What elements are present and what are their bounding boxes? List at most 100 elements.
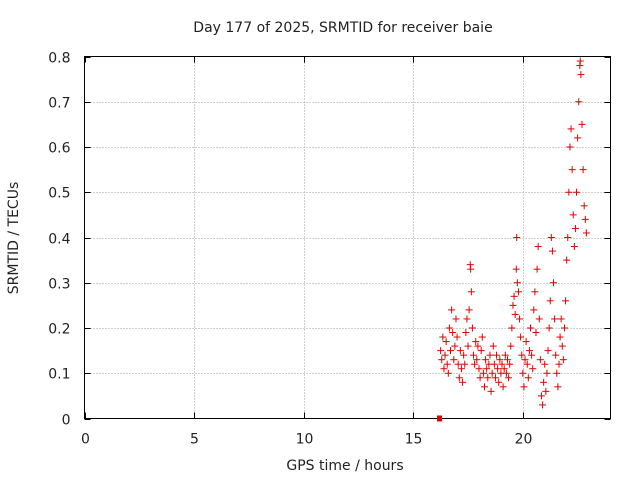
axis-ticks [84,56,611,420]
data-point [531,288,539,296]
data-point [557,315,565,323]
y-axis-label: SRMTID / TECUs [6,182,22,295]
data-point [521,356,529,364]
data-point [505,374,513,382]
data-point [502,369,510,377]
data-point [522,338,530,346]
data-point [448,306,456,314]
data-point [552,351,560,359]
data-point [473,356,481,364]
data-point [477,347,485,355]
data-point [563,256,571,264]
data-point [547,234,555,241]
data-point [574,134,582,142]
data-point [506,360,514,368]
data-point [535,315,543,323]
grid-lines [84,56,611,419]
data-point [578,120,586,128]
y-tick-label: 0.1 [48,367,70,383]
data-point [518,351,526,359]
data-point [530,306,538,314]
data-point [471,360,479,368]
data-point [484,374,492,382]
x-axis-label: GPS time / hours [286,458,403,474]
data-point [559,356,567,364]
data-point [478,333,486,341]
data-point [460,351,468,359]
data-point [545,324,553,332]
data-point [551,315,559,323]
data-point [562,297,570,305]
data-point [491,374,499,382]
data-point [468,324,476,332]
data-point [519,369,527,377]
data-point [567,125,575,133]
data-point [541,360,549,368]
data-point [438,356,446,364]
data-point [461,360,469,368]
data-point [455,374,463,382]
y-tick-label: 0.3 [48,277,70,293]
data-point [449,329,457,337]
data-point [463,315,471,323]
y-tick-label: 0.4 [48,232,70,248]
data-point [532,329,540,337]
data-point [550,279,558,287]
data-point [542,387,550,395]
y-tick-label: 0 [62,413,71,429]
x-tick-label: 5 [190,432,199,448]
data-point [528,351,536,359]
plot-frame [84,56,611,419]
data-point [553,369,561,377]
data-point [511,310,519,318]
data-point [514,288,522,296]
data-point [513,279,521,287]
data-point [500,365,508,373]
data-point [439,333,447,341]
y-tick-label: 0.6 [48,141,70,157]
data-point [575,98,583,106]
data-point [565,188,573,196]
data-point [569,211,577,219]
data-point [523,360,531,368]
data-point [490,360,498,368]
data-point [474,342,482,350]
data-point [571,224,579,232]
data-point [508,324,516,332]
data-point [580,202,588,210]
data-point [533,265,541,273]
scatter-points [437,57,590,422]
data-point [566,143,574,151]
data-point [539,401,547,409]
data-point [452,315,460,323]
data-point [464,342,472,350]
data-point [496,356,504,364]
data-point [568,166,576,174]
data-point [534,243,542,251]
data-point [488,369,496,377]
data-point [516,315,524,323]
y-tick-label: 0.5 [48,186,70,202]
data-point [524,374,532,382]
data-point [509,301,517,309]
data-point [581,215,589,223]
data-point [540,378,548,386]
data-point [459,378,467,386]
data-point [465,306,473,314]
data-point [573,188,581,196]
data-point [437,415,443,422]
x-tick-label: 0 [81,432,90,448]
data-point [487,387,495,395]
data-point [503,356,511,364]
data-point [462,329,470,337]
data-point [442,338,450,346]
data-point [527,324,535,332]
data-point [445,324,453,332]
data-point [556,333,564,341]
data-point [467,265,475,273]
data-point [543,369,551,377]
data-point [451,342,459,350]
x-tick-label: 15 [405,432,423,448]
x-tick-label: 10 [296,432,314,448]
